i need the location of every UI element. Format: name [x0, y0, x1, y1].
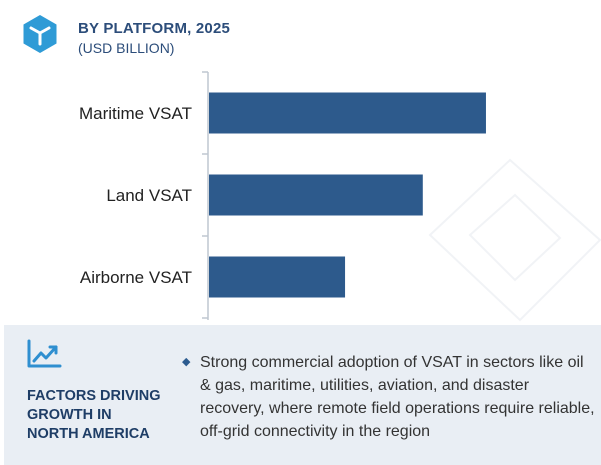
growth-factors-heading: FACTORS DRIVING GROWTH IN NORTH AMERICA [27, 387, 177, 444]
growth-factor-text: Strong commercial adoption of VSAT in se… [200, 354, 595, 440]
chart-title: BY PLATFORM, 2025 [78, 20, 231, 37]
bar-chart: Maritime VSAT Land VSAT Airborne VSAT [79, 71, 486, 320]
bar-airborne-vsat [209, 256, 346, 298]
line-chart-icon [27, 339, 62, 368]
category-label: Land VSAT [106, 186, 192, 205]
category-label: Airborne VSAT [80, 268, 192, 287]
growth-factors-panel: FACTORS DRIVING GROWTH IN NORTH AMERICA … [4, 325, 601, 465]
bar-land-vsat [209, 174, 423, 216]
heading-line: GROWTH IN [27, 407, 112, 423]
chart-subtitle: (USD BILLION) [78, 40, 175, 56]
category-label: Maritime VSAT [79, 104, 192, 123]
heading-line: NORTH AMERICA [27, 426, 150, 442]
bar-maritime-vsat [209, 92, 486, 134]
diamond-bullet-icon: ◆ [182, 356, 191, 368]
heading-line: FACTORS DRIVING [27, 388, 161, 404]
hexagon-cube-icon [23, 15, 57, 53]
